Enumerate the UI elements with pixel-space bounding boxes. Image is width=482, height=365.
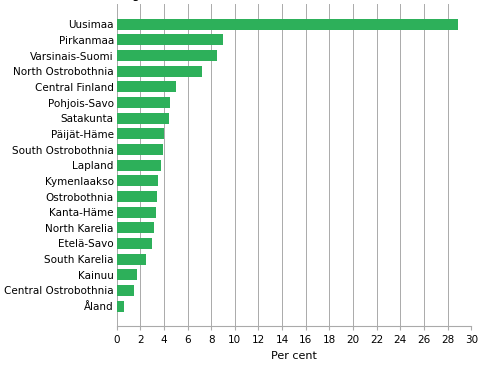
Bar <box>117 66 201 77</box>
Bar <box>117 269 137 280</box>
Bar <box>117 254 146 265</box>
Bar <box>117 207 156 218</box>
Bar <box>117 238 152 249</box>
Bar <box>117 128 164 139</box>
Bar <box>117 144 163 155</box>
Bar <box>117 34 223 45</box>
Bar <box>117 160 161 171</box>
Bar <box>117 97 170 108</box>
Bar <box>117 301 124 312</box>
Bar <box>117 222 154 233</box>
Bar <box>117 191 157 202</box>
Bar <box>117 113 169 124</box>
Bar <box>117 285 134 296</box>
X-axis label: Per cent: Per cent <box>271 351 317 361</box>
Bar <box>117 50 217 61</box>
Bar <box>117 19 458 30</box>
Bar <box>117 176 158 187</box>
Bar <box>117 81 175 92</box>
